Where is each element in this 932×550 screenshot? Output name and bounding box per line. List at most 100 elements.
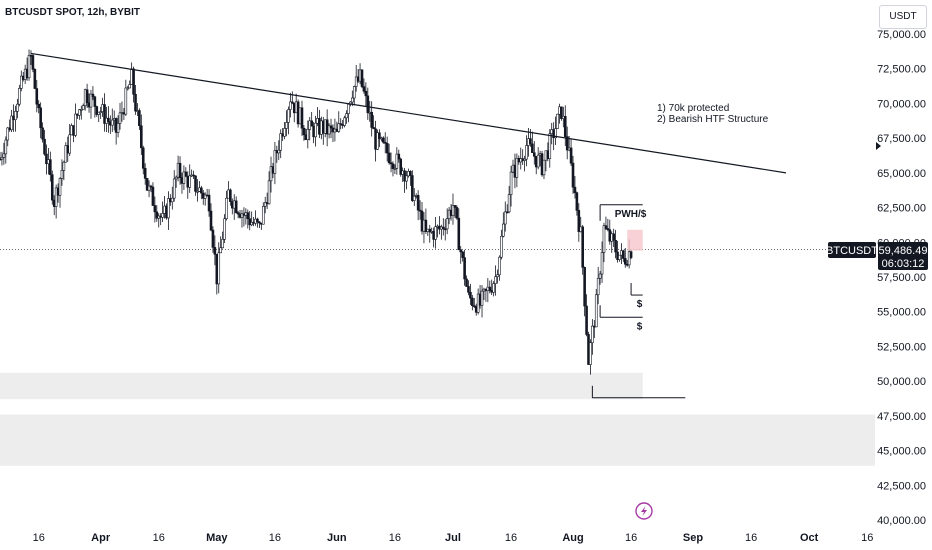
note-line-1: 1) 70k protected [657, 103, 729, 114]
candle-body [134, 93, 137, 112]
candle-body [267, 180, 271, 205]
candle-body [352, 86, 356, 99]
y-tick-label: 70,000.00 [877, 98, 926, 110]
candle-body [192, 174, 195, 177]
candle-body [300, 107, 304, 129]
candle-body [471, 297, 474, 306]
lightning-bolt-icon[interactable] [635, 502, 653, 520]
candle-body [560, 106, 563, 119]
candle-body [329, 125, 333, 129]
candle-body [62, 161, 66, 171]
candle-body [395, 153, 399, 169]
candle-body [418, 209, 422, 212]
candle-body [459, 249, 463, 253]
candle-body [203, 194, 207, 199]
trendline[interactable] [30, 52, 787, 174]
candle-body [563, 116, 567, 137]
candle-body [455, 207, 459, 219]
candle-body [68, 134, 71, 154]
candle-body [314, 122, 317, 138]
candle-body [14, 111, 17, 121]
candle-body [10, 115, 13, 131]
currency-button[interactable]: USDT [879, 5, 927, 29]
candle-body [494, 276, 497, 284]
candle-body [50, 174, 54, 201]
candle-body [277, 149, 281, 154]
candle-body [18, 88, 21, 105]
candle-body [496, 274, 499, 278]
candle-body [184, 171, 188, 177]
candle-body [451, 205, 455, 216]
candle-body [618, 254, 621, 260]
candle-body [492, 283, 495, 293]
candle-body [463, 257, 466, 280]
candle-body [211, 229, 215, 248]
y-tick-label: 75,000.00 [877, 29, 926, 41]
candle-body [81, 105, 85, 110]
y-tick-label: 62,500.00 [877, 203, 926, 215]
candle-body [461, 251, 464, 258]
candle-body [273, 150, 277, 174]
candle-body [532, 152, 536, 157]
candle-body [362, 86, 366, 92]
candle-body [99, 111, 102, 113]
liquidity-label-1: $ [637, 299, 643, 310]
candle-body [151, 186, 155, 206]
candle-body [627, 251, 631, 266]
candle-body [591, 325, 594, 344]
candle-body [41, 127, 44, 140]
candle-body [480, 290, 484, 306]
candle-body [354, 76, 358, 87]
y-tick-label: 67,500.00 [877, 133, 926, 145]
candle-body [598, 273, 602, 279]
candle-body [124, 87, 128, 115]
y-tick-label: 55,000.00 [877, 307, 926, 319]
candle-body [93, 96, 97, 107]
candle-body [143, 168, 147, 179]
candle-body [577, 210, 581, 232]
candle-body [161, 213, 164, 218]
candle-body [385, 142, 389, 154]
candle-body [391, 163, 395, 169]
demand-zone-2 [0, 414, 875, 466]
x-tick-label: Apr [91, 532, 111, 544]
zones-layer [0, 372, 875, 466]
candle-body [219, 247, 222, 254]
candle-body [285, 122, 288, 129]
y-tick-label: 45,000.00 [877, 446, 926, 458]
candle-body [536, 154, 540, 168]
candle-body [351, 97, 354, 103]
candle-body [339, 123, 343, 125]
candle-body [347, 104, 350, 114]
candle-body [110, 119, 114, 126]
candle-body [147, 185, 151, 191]
candle-body [405, 175, 408, 182]
candle-body [16, 103, 19, 112]
candle-body [283, 128, 286, 137]
candle-body [107, 117, 110, 122]
candle-body [604, 225, 608, 229]
candle-body [376, 132, 379, 150]
candle-body [594, 294, 598, 328]
candle-body [612, 233, 615, 241]
x-axis[interactable]: 16 Apr 16 May 16 Jun 16 Jul 16 Aug 16 Sep 16 Oct 16 [33, 532, 874, 544]
candle-body [571, 162, 575, 188]
candle-body [383, 142, 387, 144]
y-tick-label: 57,500.00 [877, 272, 926, 284]
price-tag-countdown: 06:03:12 [882, 258, 925, 270]
candle-body [378, 132, 381, 140]
candle-body [89, 93, 93, 108]
candle-body [263, 202, 267, 207]
candle-body [453, 205, 457, 208]
candle-body [223, 218, 226, 240]
candle-body [465, 278, 468, 287]
candle-body [116, 123, 120, 133]
candle-body [428, 228, 432, 233]
x-tick-label: 16 [505, 532, 517, 544]
x-tick-label: May [206, 532, 228, 544]
candle-body [2, 153, 6, 158]
y-axis[interactable]: 75,000.00 72,500.00 70,000.00 67,500.00 65,0… [877, 29, 926, 527]
candle-body [172, 178, 176, 199]
candle-body [629, 251, 633, 258]
